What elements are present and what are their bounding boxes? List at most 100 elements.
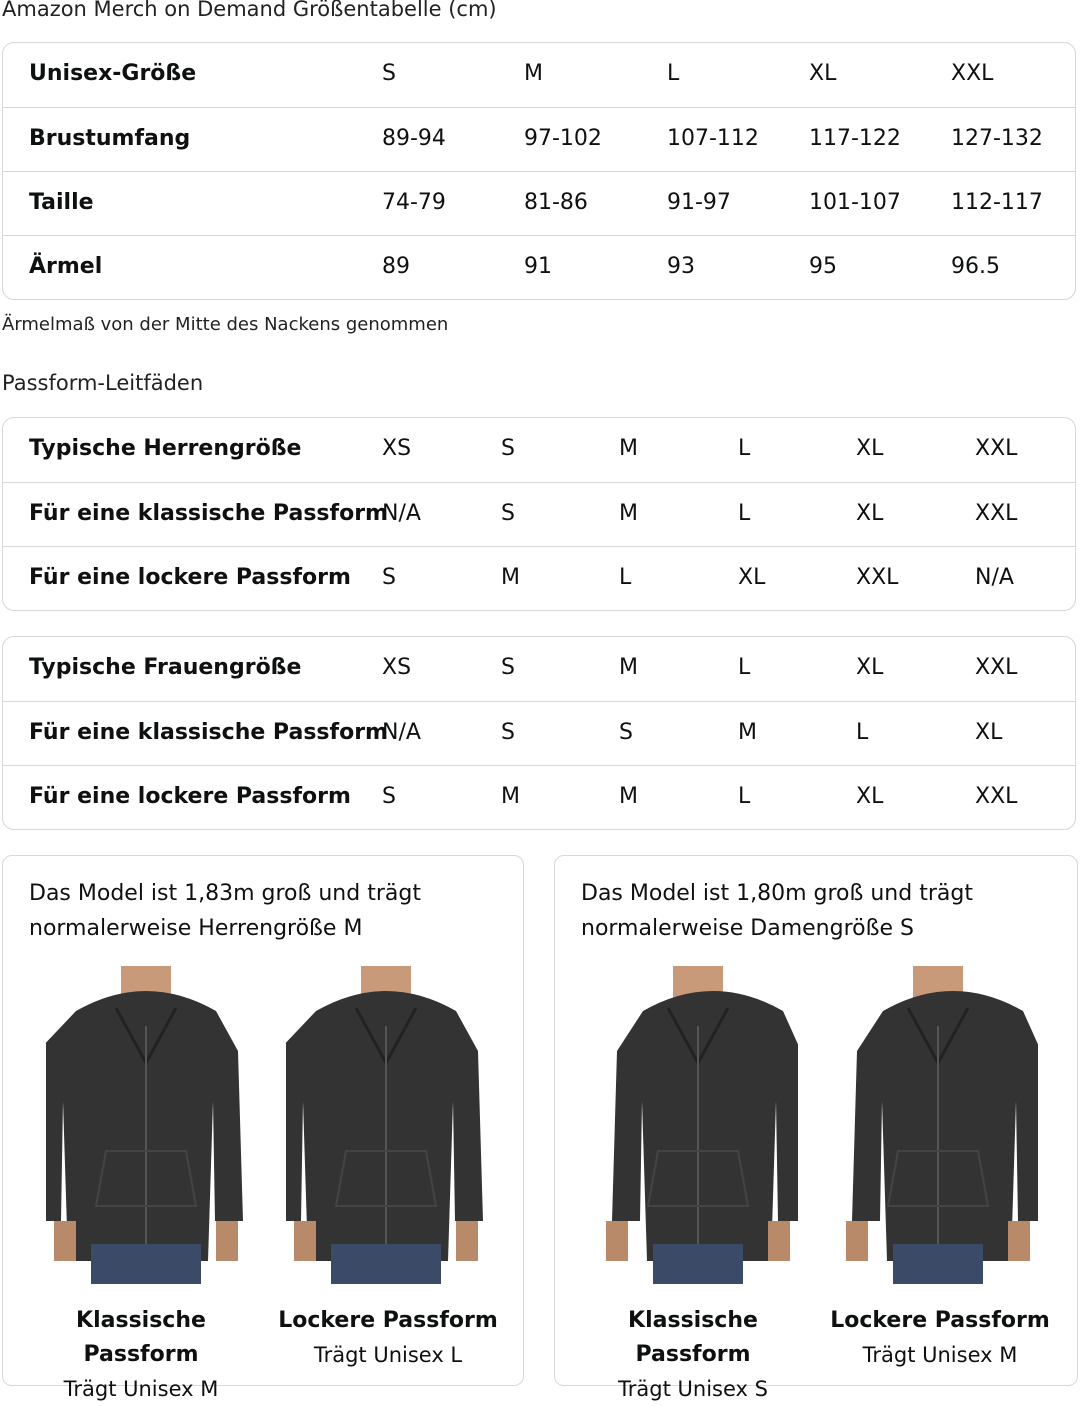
table-cell: XS <box>382 655 412 680</box>
table-row: Brustumfang 89-94 97-102 107-112 117-122 127-… <box>3 107 1075 171</box>
table-cell: M <box>619 501 638 526</box>
table-cell: 91 <box>524 254 552 279</box>
hoodie-illustration <box>33 966 243 1284</box>
wears-label: Trägt Unisex L <box>313 1343 463 1367</box>
size-table: Unisex-Größe S M L XL XXL Brustumfang 89-94 97-1… <box>2 42 1076 300</box>
table-cell: 127-132 <box>951 126 1043 151</box>
table-cell: 112-117 <box>951 190 1043 215</box>
table-cell: M <box>619 655 638 680</box>
model-description: Das Model ist 1,80m groß und trägt norma… <box>581 881 973 941</box>
row-label: Für eine klassische Passform <box>29 501 388 526</box>
row-label: Typische Herrengröße <box>29 436 302 461</box>
table-cell: XXL <box>975 501 1018 526</box>
row-label: Für eine lockere Passform <box>29 565 351 590</box>
table-cell: S <box>501 501 515 526</box>
table-cell: 95 <box>809 254 837 279</box>
photo-caption: Klassische Passform Trägt Unisex M <box>21 1304 261 1406</box>
table-cell: M <box>738 720 757 745</box>
table-cell: L <box>856 720 869 745</box>
table-cell: M <box>524 61 543 86</box>
fit-label: Klassische Passform <box>76 1308 206 1367</box>
hoodie-illustration <box>273 966 483 1284</box>
model-photo <box>838 966 1046 1284</box>
table-cell: 117-122 <box>809 126 901 151</box>
row-label: Für eine lockere Passform <box>29 784 351 809</box>
model-card-women: Das Model ist 1,80m groß und trägt norma… <box>554 855 1078 1401</box>
table-cell: L <box>738 655 751 680</box>
row-label: Ärmel <box>29 254 103 279</box>
table-row: Unisex-Größe S M L XL XXL <box>3 43 1075 107</box>
table-cell: XXL <box>951 61 994 86</box>
row-label: Brustumfang <box>29 126 191 151</box>
table-cell: S <box>382 784 396 809</box>
table-cell: XS <box>382 436 412 461</box>
table-cell: S <box>382 61 396 86</box>
table-cell: XL <box>856 501 884 526</box>
table-cell: 74-79 <box>382 190 446 215</box>
table-cell: S <box>619 720 633 745</box>
table-cell: L <box>738 501 751 526</box>
row-label: Für eine klassische Passform <box>29 720 388 745</box>
row-label: Unisex-Größe <box>29 61 197 86</box>
table-cell: S <box>501 436 515 461</box>
table-cell: XL <box>856 655 884 680</box>
table-cell: M <box>501 784 520 809</box>
table-cell: XL <box>856 784 884 809</box>
table-cell: 96.5 <box>951 254 1000 279</box>
table-row: Typische Frauengröße XS S M L XL XXL <box>3 637 1075 701</box>
table-cell: XL <box>809 61 837 86</box>
table-cell: N/A <box>382 501 421 526</box>
hoodie-illustration <box>606 966 806 1284</box>
wears-label: Trägt Unisex M <box>862 1343 1018 1367</box>
photo-caption: Lockere Passform Trägt Unisex M <box>820 1304 1060 1372</box>
model-photo <box>273 966 486 1284</box>
row-label: Typische Frauengröße <box>29 655 302 680</box>
fit-label: Lockere Passform <box>830 1308 1050 1333</box>
table-cell: XL <box>975 720 1003 745</box>
table-cell: 107-112 <box>667 126 759 151</box>
table-cell: 101-107 <box>809 190 901 215</box>
table-cell: 81-86 <box>524 190 588 215</box>
table-cell: N/A <box>975 565 1014 590</box>
table-cell: 91-97 <box>667 190 731 215</box>
table-cell: XL <box>856 436 884 461</box>
table-cell: L <box>738 436 751 461</box>
table-cell: M <box>501 565 520 590</box>
wears-label: Trägt Unisex S <box>618 1377 768 1401</box>
photo-caption: Klassische Passform Trägt Unisex S <box>573 1304 813 1406</box>
table-cell: N/A <box>382 720 421 745</box>
table-row: Für eine klassische Passform N/A S S M L XL <box>3 701 1075 765</box>
table-row: Für eine lockere Passform S M L XL XXL N/A <box>3 546 1075 610</box>
fit-label: Klassische Passform <box>628 1308 758 1367</box>
table-cell: XXL <box>975 436 1018 461</box>
table-row: Für eine lockere Passform S M M L XL XXL <box>3 765 1075 829</box>
model-photo <box>598 966 806 1284</box>
table-cell: L <box>667 61 680 86</box>
table-cell: S <box>501 655 515 680</box>
table-cell: 89 <box>382 254 410 279</box>
sleeve-note: Ärmelmaß von der Mitte des Nackens genom… <box>2 314 449 335</box>
table-cell: XXL <box>856 565 899 590</box>
table-cell: L <box>619 565 632 590</box>
table-cell: L <box>738 784 751 809</box>
table-cell: S <box>501 720 515 745</box>
table-row: Ärmel 89 91 93 95 96.5 <box>3 235 1075 299</box>
page-title: Amazon Merch on Demand Größentabelle (cm… <box>2 0 497 21</box>
table-cell: XXL <box>975 655 1018 680</box>
row-label: Taille <box>29 190 94 215</box>
wears-label: Trägt Unisex M <box>63 1377 219 1401</box>
table-cell: S <box>382 565 396 590</box>
table-cell: 93 <box>667 254 695 279</box>
fit-label: Lockere Passform <box>278 1308 498 1333</box>
table-cell: 97-102 <box>524 126 602 151</box>
hoodie-illustration <box>846 966 1046 1284</box>
table-cell: M <box>619 436 638 461</box>
model-card-men: Das Model ist 1,83m groß und trägt norma… <box>2 855 524 1401</box>
table-cell: 89-94 <box>382 126 446 151</box>
table-row: Taille 74-79 81-86 91-97 101-107 112-117 <box>3 171 1075 235</box>
model-photo <box>33 966 246 1284</box>
table-row: Typische Herrengröße XS S M L XL XXL <box>3 418 1075 482</box>
table-cell: XXL <box>975 784 1018 809</box>
photo-caption: Lockere Passform Trägt Unisex L <box>268 1304 508 1372</box>
men-fit-table: Typische Herrengröße XS S M L XL XXL Für eine k… <box>2 417 1076 611</box>
